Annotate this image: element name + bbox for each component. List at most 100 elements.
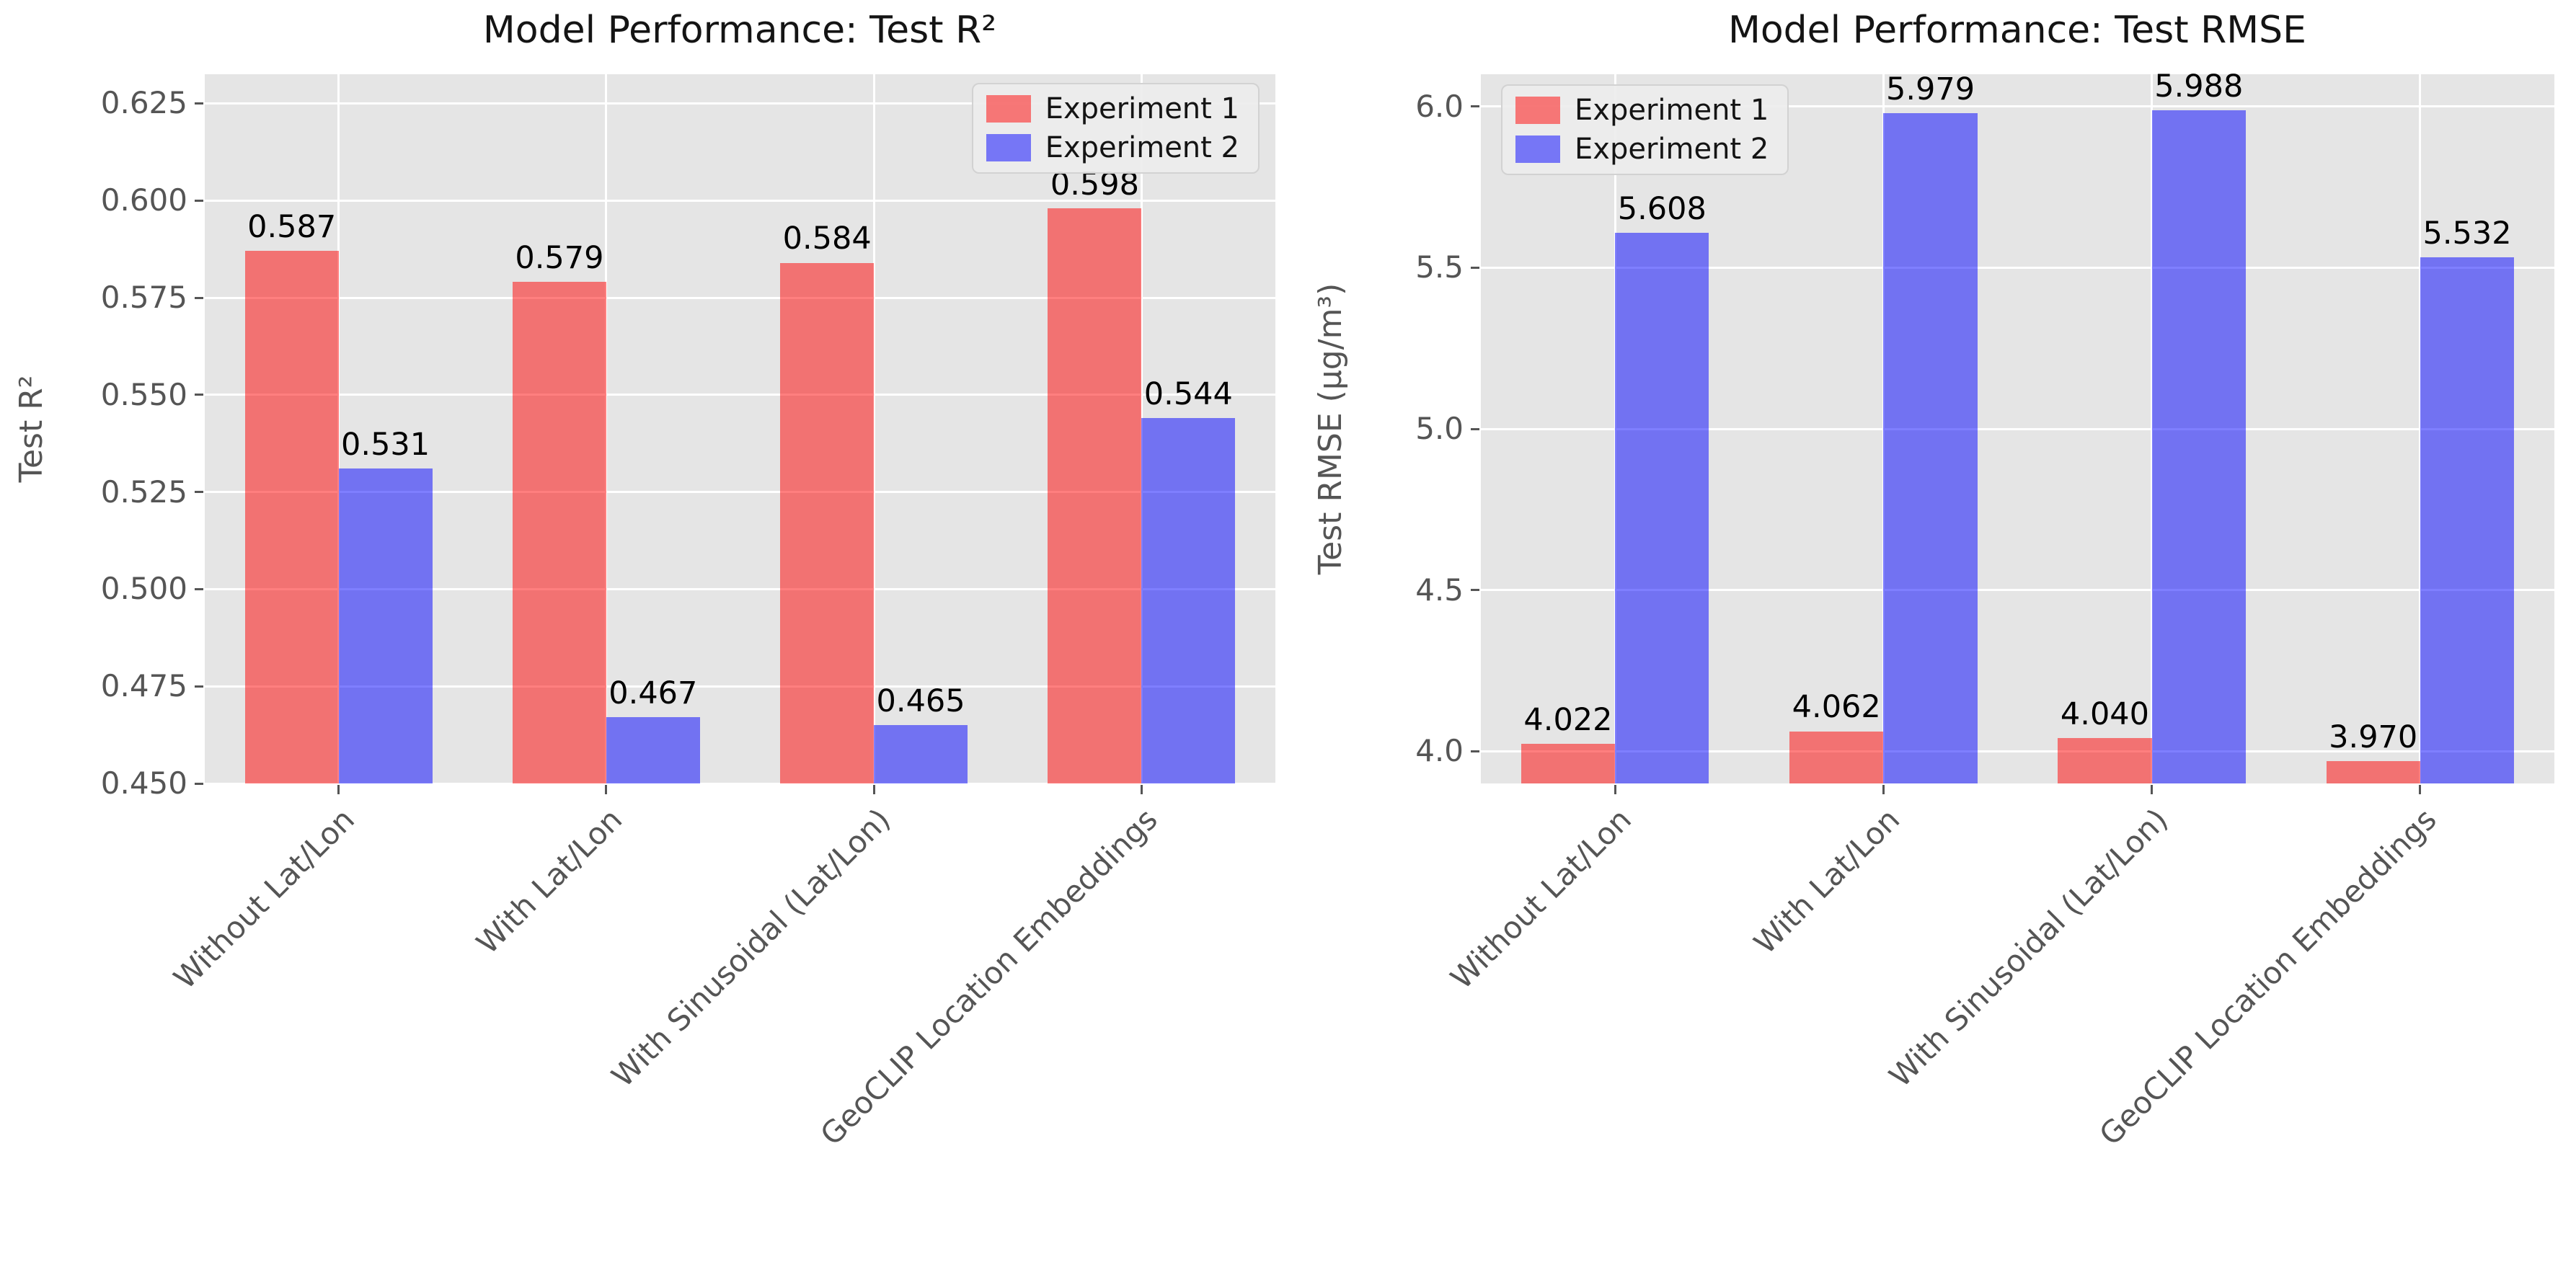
x-tick-mark: [2419, 785, 2422, 794]
left-chart-title: Model Performance: Test R²: [482, 9, 997, 52]
x-tick-label-text: Without Lat/Lon: [167, 801, 362, 996]
legend-entry: Experiment 2: [1515, 135, 1769, 164]
y-tick-label: 0.600: [100, 182, 187, 218]
x-tick-label-text: Without Lat/Lon: [1443, 801, 1638, 996]
bar-experiment-2: [2151, 110, 2246, 783]
horizontal-gridline: [1481, 266, 2554, 269]
legend-swatch-experiment-2: [1515, 136, 1560, 163]
y-tick-label: 0.475: [100, 668, 187, 704]
bar-value-label: 0.544: [1143, 376, 1233, 413]
left-chart-plot-area: 0.450 0.475 0.500 0.525 0.550 0.575 0.600 0.625…: [101, 74, 1275, 1152]
legend-entry: Experiment 2: [986, 133, 1239, 162]
y-tick-label: 0.550: [100, 376, 187, 412]
horizontal-gridline: [205, 685, 1275, 688]
bar-experiment-1: [2326, 760, 2420, 783]
y-tick-label: 5.0: [1415, 411, 1464, 446]
bar-experiment-2: [606, 717, 700, 783]
y-tick-mark: [195, 199, 203, 202]
y-tick-label: 4.5: [1415, 572, 1464, 608]
x-tick-mark: [2151, 785, 2154, 794]
y-tick-mark: [195, 296, 203, 299]
x-tick-label-text: With Lat/Lon: [1747, 801, 1907, 961]
legend-swatch-experiment-1: [986, 95, 1031, 123]
horizontal-gridline: [205, 296, 1275, 299]
bar-experiment-1: [512, 282, 606, 783]
legend-entry-label: Experiment 2: [1575, 133, 1769, 166]
legend-swatch-experiment-1: [1515, 97, 1560, 124]
right-chart-title: Model Performance: Test RMSE: [1727, 9, 2307, 52]
y-tick-mark: [195, 782, 203, 785]
x-tick-label-text: With Lat/Lon: [469, 801, 629, 961]
bar-value-label: 0.587: [247, 209, 337, 246]
bar-experiment-1: [780, 262, 875, 783]
legend-entry-label: Experiment 1: [1575, 94, 1769, 127]
y-tick-label: 0.450: [100, 765, 187, 801]
y-tick-mark: [195, 394, 203, 396]
bar-value-label: 4.062: [1792, 689, 1881, 726]
legend-entry: Experiment 1: [986, 94, 1239, 123]
bar-experiment-1: [1789, 731, 1884, 783]
bar-value-label: 0.579: [515, 240, 604, 277]
horizontal-gridline: [205, 394, 1275, 396]
vertical-gridline: [337, 74, 340, 783]
horizontal-gridline: [205, 102, 1275, 105]
horizontal-gridline: [1481, 589, 2554, 592]
legend: Experiment 1 Experiment 2: [971, 83, 1260, 174]
bar-experiment-2: [2420, 257, 2515, 783]
y-tick-label: 0.525: [100, 474, 187, 510]
y-tick-mark: [1471, 427, 1479, 430]
horizontal-gridline: [1481, 105, 2554, 108]
legend-swatch-experiment-2: [986, 134, 1031, 161]
legend-entry-label: Experiment 1: [1045, 92, 1239, 125]
bar-value-label: 0.467: [608, 675, 698, 712]
bar-value-label: 5.532: [2422, 215, 2512, 252]
left-chart-y-axis-label: Test R²: [13, 375, 50, 483]
x-tick-label-text: With Sinusoidal (Lat/Lon): [1882, 801, 2175, 1094]
x-tick-mark: [605, 785, 608, 794]
bar-value-label: 3.970: [2329, 719, 2418, 755]
x-tick-mark: [872, 785, 875, 794]
horizontal-gridline: [205, 491, 1275, 494]
horizontal-gridline: [205, 199, 1275, 202]
y-tick-label: 0.575: [100, 280, 187, 316]
bar-experiment-2: [1141, 418, 1236, 783]
vertical-gridline: [872, 74, 875, 783]
y-tick-mark: [1471, 266, 1479, 269]
y-tick-mark: [195, 491, 203, 494]
y-tick-label: 0.500: [100, 571, 187, 607]
x-tick-mark: [1140, 785, 1143, 794]
bar-experiment-2: [874, 725, 968, 783]
bar-experiment-1: [1521, 744, 1616, 783]
bar-value-label: 5.608: [1617, 190, 1707, 227]
right-chart-plot-area: 4.0 4.5 5.0 5.5 6.0 4.022 4.062 4.040 3.970 5.608…: [1415, 70, 2554, 1152]
vertical-gridline: [605, 74, 608, 783]
right-chart-y-axis-label: Test RMSE (μg/m³): [1312, 283, 1349, 575]
bar-value-label: 4.040: [2060, 696, 2150, 733]
x-tick-mark: [337, 785, 340, 794]
legend: Experiment 1 Experiment 2: [1501, 84, 1789, 175]
y-tick-mark: [195, 685, 203, 688]
y-tick-mark: [1471, 589, 1479, 592]
y-tick-label: 6.0: [1415, 88, 1464, 124]
y-tick-label: 5.5: [1415, 249, 1464, 285]
bar-experiment-1: [1048, 208, 1142, 783]
bar-experiment-1: [244, 251, 339, 783]
bar-value-label: 0.465: [876, 683, 965, 719]
horizontal-gridline: [205, 587, 1275, 590]
y-tick-label: 0.625: [100, 85, 187, 121]
bar-experiment-2: [1883, 113, 1978, 783]
y-tick-mark: [1471, 750, 1479, 752]
x-tick-label-text: With Sinusoidal (Lat/Lon): [604, 801, 897, 1094]
y-tick-mark: [1471, 105, 1479, 108]
bar-value-label: 0.531: [341, 427, 430, 463]
bar-value-label: 0.584: [782, 221, 872, 257]
y-tick-mark: [195, 587, 203, 590]
horizontal-gridline: [205, 782, 1275, 785]
horizontal-gridline: [1481, 750, 2554, 752]
legend-entry-label: Experiment 2: [1045, 131, 1239, 164]
bar-experiment-2: [338, 468, 433, 783]
bar-experiment-1: [2058, 738, 2152, 783]
x-tick-label-text: GeoCLIP Location Embeddings: [2092, 801, 2443, 1152]
legend-entry: Experiment 1: [1515, 96, 1769, 125]
